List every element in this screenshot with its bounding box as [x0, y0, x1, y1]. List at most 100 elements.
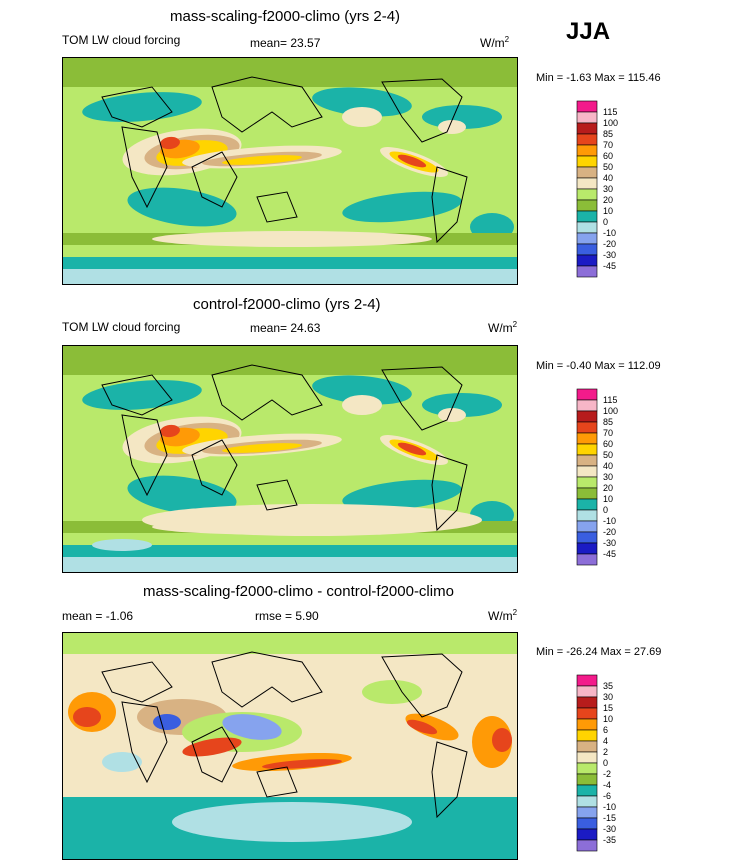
- colorbar-label: -15: [603, 813, 616, 823]
- colorbar-box: [576, 696, 598, 709]
- colorbar-box: [576, 221, 598, 234]
- colorbar-box: [576, 784, 598, 797]
- colorbar-box: [576, 498, 598, 511]
- map-frame: [62, 632, 518, 860]
- colorbar-box: [576, 817, 598, 830]
- colorbar-box: [576, 410, 598, 423]
- panel1-title: mass-scaling-f2000-climo (yrs 2-4): [170, 8, 401, 25]
- colorbar-label: -45: [603, 549, 616, 559]
- panel2-mean: mean= 24.63: [250, 321, 320, 335]
- colorbar-box: [576, 707, 598, 720]
- colorbar-label: 100: [603, 118, 618, 128]
- coastline: [381, 653, 463, 718]
- colorbar-box: [576, 751, 598, 764]
- colorbar-box: [576, 465, 598, 478]
- colorbar-label: 40: [603, 461, 613, 471]
- colorbar-box: [576, 166, 598, 179]
- colorbar-box: [576, 553, 598, 566]
- colorbar-label: -10: [603, 228, 616, 238]
- colorbar-label: -4: [603, 780, 611, 790]
- colorbar-label: 60: [603, 151, 613, 161]
- colorbar-label: 10: [603, 714, 613, 724]
- colorbar-box: [576, 122, 598, 135]
- panel2-units: W/m2: [488, 320, 518, 336]
- colorbar-box: [576, 718, 598, 731]
- colorbar-label: -10: [603, 802, 616, 812]
- colorbar-box: [576, 454, 598, 467]
- panel3-mean: mean = -1.06: [62, 609, 134, 623]
- colorbar-box: [576, 155, 598, 168]
- colorbar-label: -20: [603, 239, 616, 249]
- coastline: [191, 439, 238, 496]
- colorbar-label: -35: [603, 835, 616, 845]
- coastline: [256, 766, 298, 798]
- panel3-rmse: rmse = 5.90: [255, 609, 319, 623]
- colorbar-box: [576, 542, 598, 555]
- colorbar-box: [576, 399, 598, 412]
- colorbar-label: 4: [603, 736, 608, 746]
- colorbar-label: 10: [603, 494, 613, 504]
- panel2-title: control-f2000-climo (yrs 2-4): [193, 296, 381, 313]
- colorbar-label: 85: [603, 417, 613, 427]
- coastline: [211, 651, 323, 708]
- coastline: [101, 86, 173, 128]
- panel3-minmax: Min = -26.24 Max = 27.69: [536, 646, 662, 658]
- colorbar-box: [576, 674, 598, 687]
- colorbar-box: [576, 740, 598, 753]
- map-frame: [62, 345, 518, 573]
- colorbar-label: 50: [603, 162, 613, 172]
- colorbar-box: [576, 265, 598, 278]
- colorbar-label: 70: [603, 140, 613, 150]
- colorbar-label: 30: [603, 692, 613, 702]
- coastline: [121, 701, 168, 784]
- coastline: [101, 661, 173, 703]
- coastline: [211, 364, 323, 421]
- coastline: [381, 78, 463, 143]
- colorbar-box: [576, 199, 598, 212]
- colorbar-box: [576, 144, 598, 157]
- panel2-mean-value: 24.63: [290, 321, 321, 335]
- coastline: [431, 454, 468, 532]
- colorbar-box: [576, 531, 598, 544]
- colorbar-box: [576, 487, 598, 500]
- colorbar-box: [576, 133, 598, 146]
- panel3-map: [62, 632, 518, 860]
- colorbar-box: [576, 388, 598, 401]
- panel1-map: [62, 57, 518, 285]
- colorbar-box: [576, 509, 598, 522]
- colorbar-box: [576, 188, 598, 201]
- colorbar-box: [576, 210, 598, 223]
- colorbar-label: 50: [603, 450, 613, 460]
- colorbar-label: 40: [603, 173, 613, 183]
- colorbar-label: -30: [603, 250, 616, 260]
- colorbar-label: 35: [603, 681, 613, 691]
- panel2-variable: TOM LW cloud forcing: [62, 320, 181, 334]
- colorbar-box: [576, 795, 598, 808]
- coastline: [101, 374, 173, 416]
- colorbar-label: 20: [603, 483, 613, 493]
- panel2-minmax: Min = -0.40 Max = 112.09: [536, 360, 661, 372]
- coastline: [121, 126, 168, 209]
- colorbar-box: [576, 243, 598, 256]
- coastline: [431, 166, 468, 244]
- colorbar-box: [576, 729, 598, 742]
- colorbar-label: 0: [603, 758, 608, 768]
- colorbar-label: 85: [603, 129, 613, 139]
- colorbar-box: [576, 773, 598, 786]
- panel1-mean-value: 23.57: [290, 36, 321, 50]
- coastline: [191, 726, 238, 783]
- panel2-mean-label: mean=: [250, 321, 288, 335]
- coastline: [256, 191, 298, 223]
- colorbar-label: 115: [603, 107, 617, 117]
- colorbar-box: [576, 520, 598, 533]
- colorbar-label: 15: [603, 703, 613, 713]
- colorbar-box: [576, 254, 598, 267]
- colorbar-box: [576, 432, 598, 445]
- colorbar-label: -6: [603, 791, 611, 801]
- panel1-mean-label: mean=: [250, 36, 288, 50]
- panel1-units: W/m2: [480, 35, 510, 51]
- colorbar-label: -20: [603, 527, 616, 537]
- panel1-variable: TOM LW cloud forcing: [62, 33, 181, 47]
